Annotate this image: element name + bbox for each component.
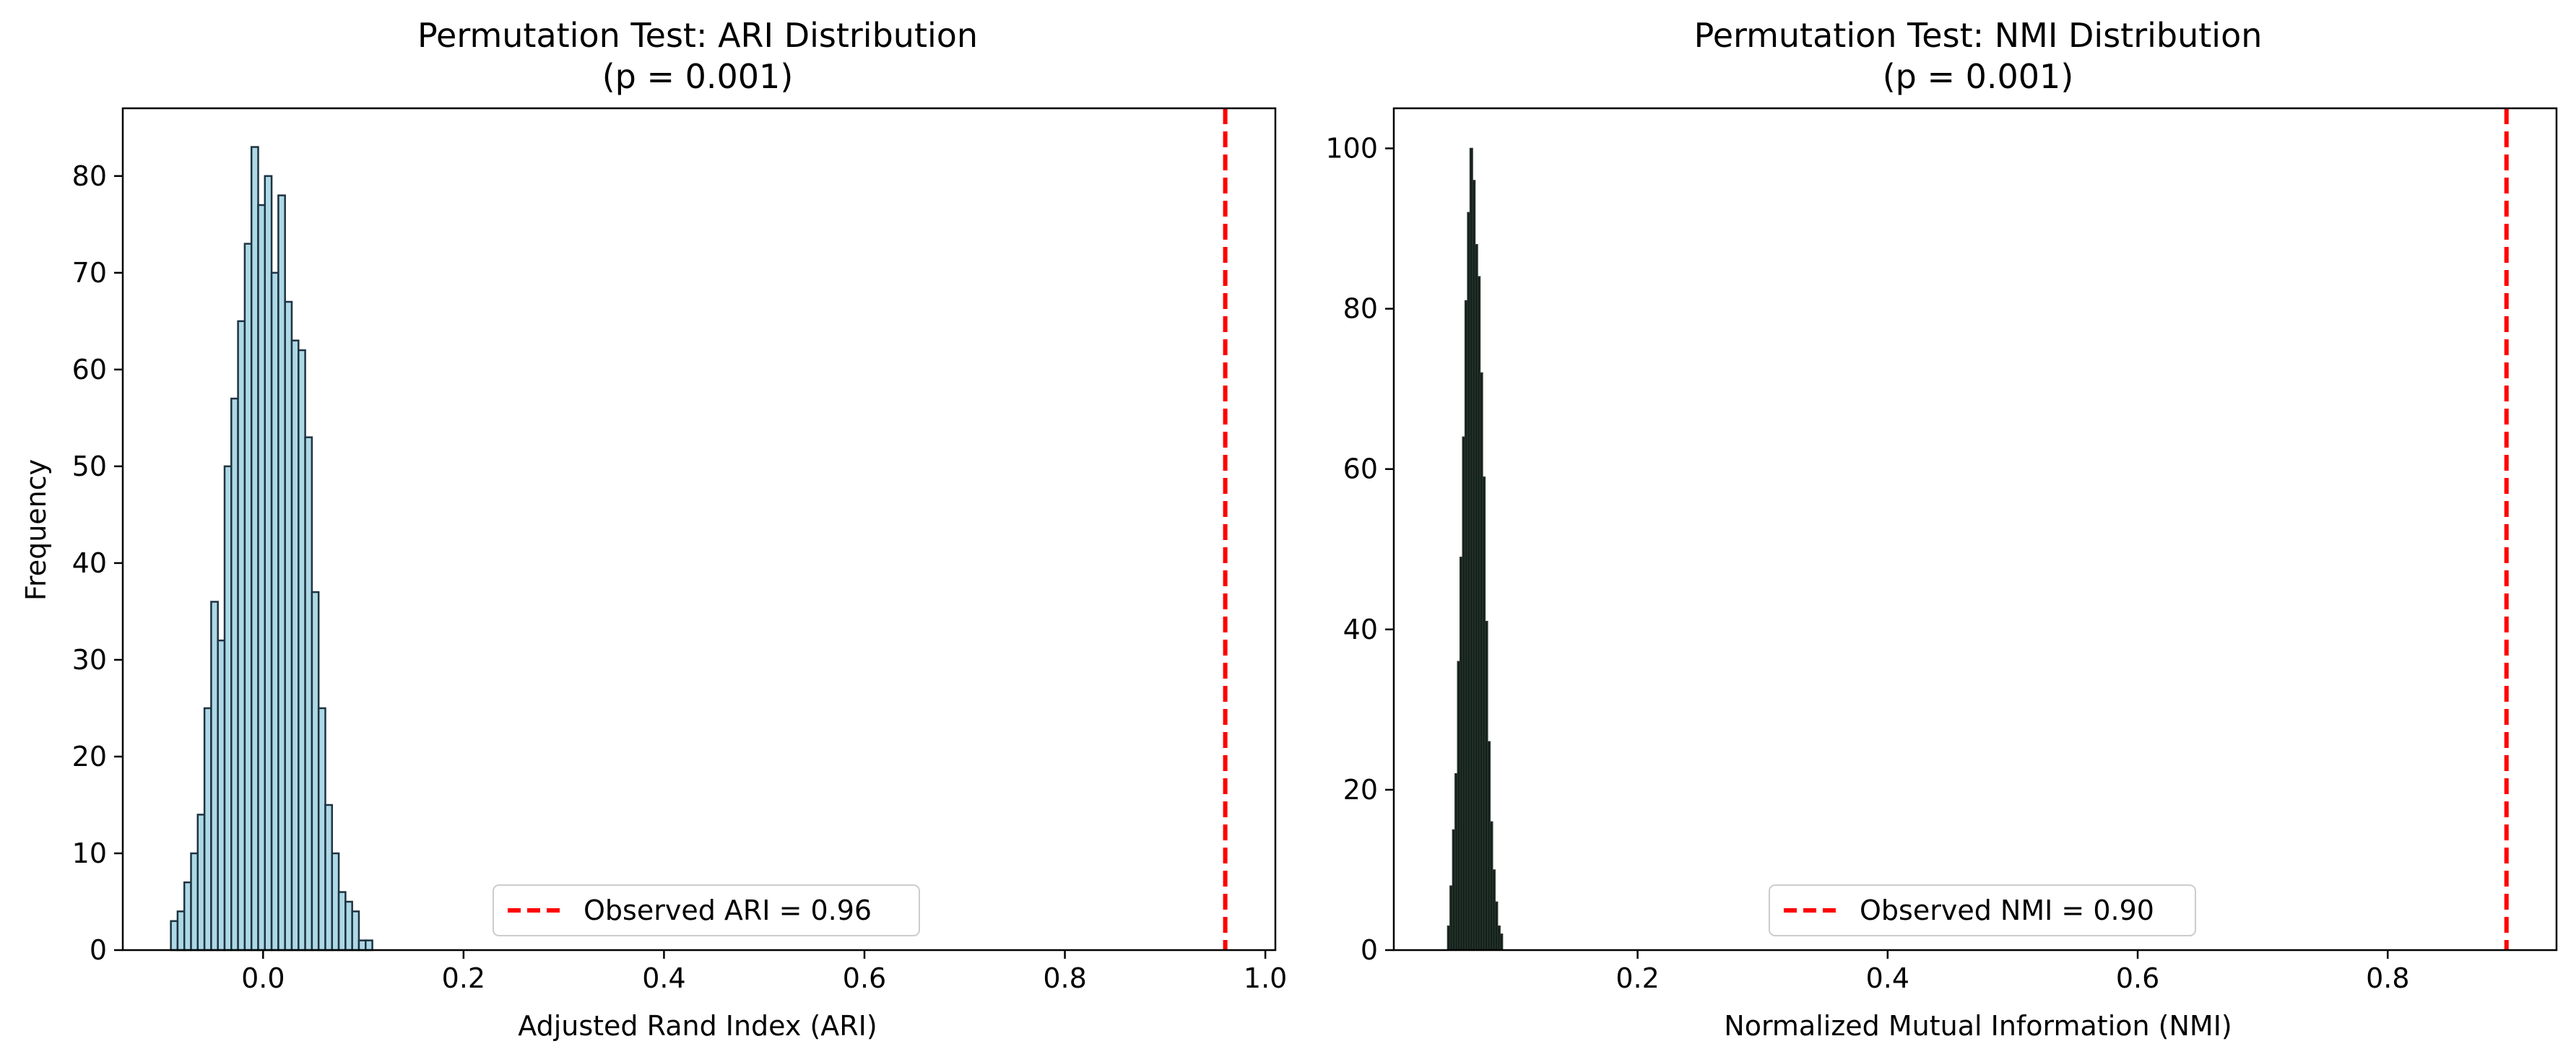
nmi-chart-title: Permutation Test: NMI Distribution <box>1694 16 2263 55</box>
nmi-legend: Observed NMI = 0.90 <box>1769 884 2196 936</box>
ari-y-tick-label: 70 <box>72 257 107 289</box>
nmi-y-tick-label: 100 <box>1325 133 1378 165</box>
ari-histogram-bar <box>365 939 373 952</box>
ari-histogram-bar <box>210 601 219 952</box>
ari-histogram-bar <box>250 146 259 952</box>
ari-y-tick-label: 80 <box>72 160 107 192</box>
ari-histogram-bar <box>223 465 233 952</box>
ari-histogram-bar <box>183 881 192 952</box>
ari-y-tick-label: 30 <box>72 644 107 676</box>
ari-x-tick-label: 1.0 <box>1244 962 1287 994</box>
ari-y-tick-label: 10 <box>72 837 107 869</box>
nmi-x-axis-label: Normalized Mutual Information (NMI) <box>1724 1010 2232 1042</box>
ari-x-tick-label: 0.4 <box>642 962 685 994</box>
nmi-x-tick-label: 0.4 <box>1866 962 1909 994</box>
ari-histogram-bar <box>196 814 206 952</box>
ari-histogram-bar <box>304 436 313 952</box>
ari-y-tick-label: 20 <box>72 741 107 772</box>
ari-histogram-bar <box>176 910 186 952</box>
ari-histogram-bar <box>344 900 353 952</box>
ari-histogram-bar <box>298 349 306 952</box>
ari-y-tick-label: 0 <box>90 934 107 966</box>
nmi-y-tick-label: 40 <box>1343 614 1378 645</box>
ari-x-tick-label: 0.6 <box>843 962 886 994</box>
ari-histogram-bar <box>290 339 300 952</box>
nmi-y-tick-label: 80 <box>1343 293 1378 325</box>
nmi-plot-frame <box>1392 107 2558 952</box>
nmi-ticks: 0.2 0.4 0.6 0.8 0 20 40 60 80 100 <box>1325 133 2409 994</box>
nmi-x-tick-label: 0.6 <box>2116 962 2159 994</box>
ari-x-tick-label: 0.8 <box>1043 962 1086 994</box>
ari-histogram-bar <box>243 243 253 952</box>
ari-histogram-bar <box>331 852 340 952</box>
ari-chart-subtitle: (p = 0.001) <box>602 57 794 96</box>
ari-histogram-bar <box>324 804 334 952</box>
ari-histogram-bar <box>270 271 279 952</box>
nmi-x-tick-label: 0.8 <box>2366 962 2409 994</box>
ari-histogram-bar <box>311 591 320 952</box>
ari-histogram-chart: Permutation Test: ARI Distribution (p = … <box>20 16 1287 1042</box>
nmi-y-tick-label: 60 <box>1343 453 1378 485</box>
ari-histogram-bar <box>170 920 179 952</box>
ari-chart-title: Permutation Test: ARI Distribution <box>417 16 978 55</box>
nmi-legend-label: Observed NMI = 0.90 <box>1860 895 2154 926</box>
ari-legend-label: Observed ARI = 0.96 <box>584 895 872 926</box>
ari-histogram-bar <box>217 639 226 952</box>
ari-x-axis-label: Adjusted Rand Index (ARI) <box>518 1010 877 1042</box>
nmi-chart-subtitle: (p = 0.001) <box>1883 57 2074 96</box>
nmi-histogram-chart: Permutation Test: NMI Distribution (p = … <box>1325 16 2558 1042</box>
ari-histogram-bar <box>237 320 246 952</box>
ari-y-tick-label: 40 <box>72 547 107 579</box>
ari-histogram-bar <box>230 397 239 952</box>
ari-plot-frame <box>121 107 1277 952</box>
ari-y-tick-label: 50 <box>72 451 107 482</box>
nmi-histogram-bar <box>1499 933 1504 951</box>
ari-x-tick-label: 0.2 <box>442 962 485 994</box>
nmi-x-tick-label: 0.2 <box>1616 962 1659 994</box>
ari-ticks: 0.0 0.2 0.4 0.6 0.8 1.0 0 10 20 30 40 50 60 70 80 <box>72 160 1288 994</box>
ari-histogram-bar <box>317 707 326 952</box>
ari-x-tick-label: 0.0 <box>241 962 285 994</box>
nmi-y-tick-label: 20 <box>1343 774 1378 806</box>
ari-histogram-bar <box>351 910 360 952</box>
ari-y-tick-label: 60 <box>72 354 107 386</box>
ari-histogram-bar <box>203 707 212 952</box>
ari-histogram-bar <box>257 204 266 952</box>
ari-histogram-bar <box>357 939 367 952</box>
ari-legend: Observed ARI = 0.96 <box>493 884 920 936</box>
ari-histogram-bar <box>337 891 347 952</box>
ari-legend-box <box>493 884 920 936</box>
nmi-y-tick-label: 0 <box>1361 934 1378 966</box>
ari-histogram-bar <box>277 194 286 952</box>
ari-histogram-bar <box>190 852 199 952</box>
ari-histogram-bar <box>264 175 273 952</box>
nmi-legend-box <box>1769 884 2196 936</box>
ari-histogram-bar <box>284 300 293 952</box>
ari-y-axis-label: Frequency <box>20 459 52 601</box>
